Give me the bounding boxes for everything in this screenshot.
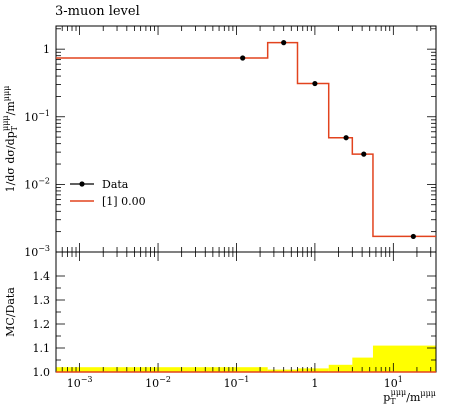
x-tick-label: 10−1 — [224, 375, 250, 390]
legend-data-marker — [79, 181, 85, 187]
ratio-y-axis-label: MC/Data — [4, 287, 17, 337]
main-y-tick-label: 10−3 — [24, 244, 50, 259]
main-y-tick-label: 10−1 — [24, 109, 50, 124]
data-point — [281, 40, 287, 46]
ratio-band-bin — [56, 367, 268, 372]
data-point — [240, 55, 246, 61]
ratio-y-tick-label: 1.1 — [33, 342, 51, 355]
ratio-y-tick-label: 1.0 — [33, 366, 51, 379]
chart-title: 3-muon level — [55, 4, 140, 19]
main-plot-frame — [55, 25, 437, 253]
data-point — [361, 151, 367, 157]
main-y-tick-label: 1 — [43, 43, 50, 56]
ratio-band-bin — [328, 364, 353, 372]
main-y-axis-label: 1/dσ dσ/dpTμμμ/mμμμ — [1, 86, 19, 193]
ratio-band-bin — [372, 345, 436, 372]
mc-step-line — [56, 41, 436, 238]
x-tick-label: 1 — [311, 377, 318, 390]
x-tick-label: 101 — [384, 375, 403, 390]
data-point — [312, 80, 318, 87]
x-axis-label: pTμμμ/mμμμ — [383, 388, 436, 406]
x-tick-label: 10−2 — [145, 375, 171, 390]
data-point — [343, 135, 349, 141]
ratio-y-tick-label: 1.4 — [33, 270, 51, 283]
legend-mc-label: [1] 0.00 — [102, 195, 146, 208]
ratio-band-bin — [267, 369, 298, 372]
legend-data-label: Data — [102, 178, 129, 191]
ratio-band-bin — [352, 357, 373, 372]
data-point — [410, 233, 416, 240]
x-tick-label: 10−3 — [67, 375, 93, 390]
ratio-band-bin — [297, 368, 329, 372]
ratio-y-tick-label: 1.2 — [33, 318, 51, 331]
main-y-tick-label: 10−2 — [24, 176, 50, 191]
ratio-y-tick-label: 1.3 — [33, 294, 51, 307]
